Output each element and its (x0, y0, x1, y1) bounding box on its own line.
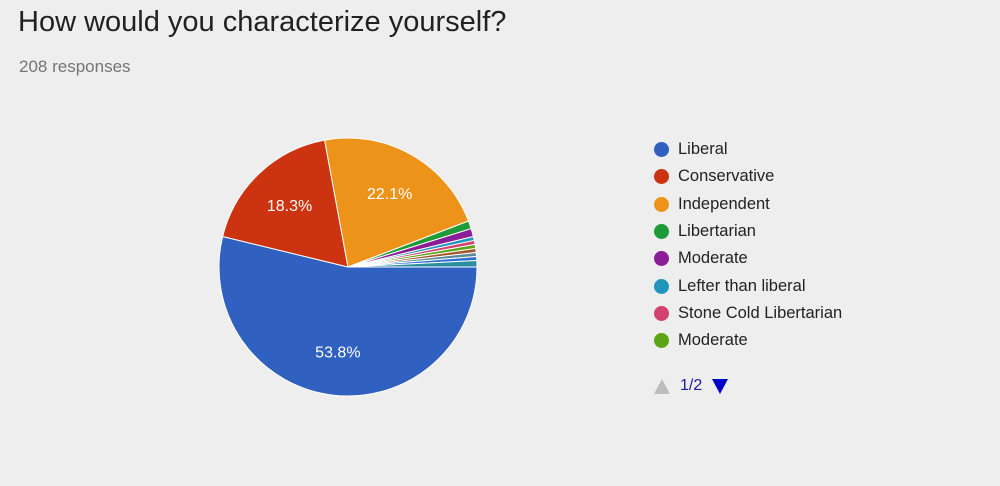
page-title: How would you characterize yourself? (18, 6, 507, 38)
legend-item[interactable]: Libertarian (654, 218, 842, 245)
pie-data-labels: 53.8% 18.3% 22.1% (267, 186, 413, 362)
legend-swatch (654, 305, 669, 321)
legend-swatch (654, 251, 669, 267)
legend-label: Moderate (678, 249, 748, 268)
pie-slice-independent[interactable] (324, 137, 470, 268)
pie-slices (218, 137, 478, 397)
legend-item[interactable]: Conservative (654, 163, 842, 190)
triangle-up-icon (654, 378, 670, 394)
legend-label: Liberal (678, 140, 728, 159)
legend-swatch (654, 196, 669, 212)
legend-label: Lefter than liberal (678, 276, 806, 295)
legend-label: Libertarian (678, 222, 756, 241)
legend-item[interactable]: Lefter than liberal (654, 272, 842, 299)
legend-label: Conservative (678, 167, 775, 186)
legend-label: Independent (678, 194, 770, 213)
legend-swatch (654, 142, 669, 158)
pie-slice-other-11[interactable] (347, 259, 478, 268)
pie-data-label: 53.8% (315, 345, 360, 362)
legend-swatch (654, 333, 669, 349)
legend-item[interactable]: Independent (654, 191, 842, 218)
chart-legend: Liberal Conservative Independent Libertaria… (654, 136, 842, 354)
pie-chart: 53.8% 18.3% 22.1% (218, 137, 478, 397)
response-count: 208 responses (19, 57, 131, 76)
legend-swatch (654, 224, 669, 240)
pie-data-label: 22.1% (367, 186, 412, 203)
legend-page-label: 1/2 (680, 377, 703, 394)
pie-slice-liberal[interactable] (218, 235, 478, 397)
legend-item[interactable]: Liberal (654, 136, 842, 163)
legend-pager: 1/2 (654, 377, 729, 395)
legend-label: Moderate (678, 331, 748, 350)
pie-slice-conservative[interactable] (222, 139, 349, 268)
pie-data-label: 18.3% (267, 198, 312, 215)
legend-item[interactable]: Moderate (654, 327, 842, 354)
legend-item[interactable]: Stone Cold Libertarian (654, 300, 842, 327)
legend-swatch (654, 278, 669, 294)
legend-swatch (654, 169, 669, 185)
legend-item[interactable]: Moderate (654, 245, 842, 272)
triangle-down-icon[interactable] (712, 378, 729, 394)
legend-label: Stone Cold Libertarian (678, 303, 843, 322)
